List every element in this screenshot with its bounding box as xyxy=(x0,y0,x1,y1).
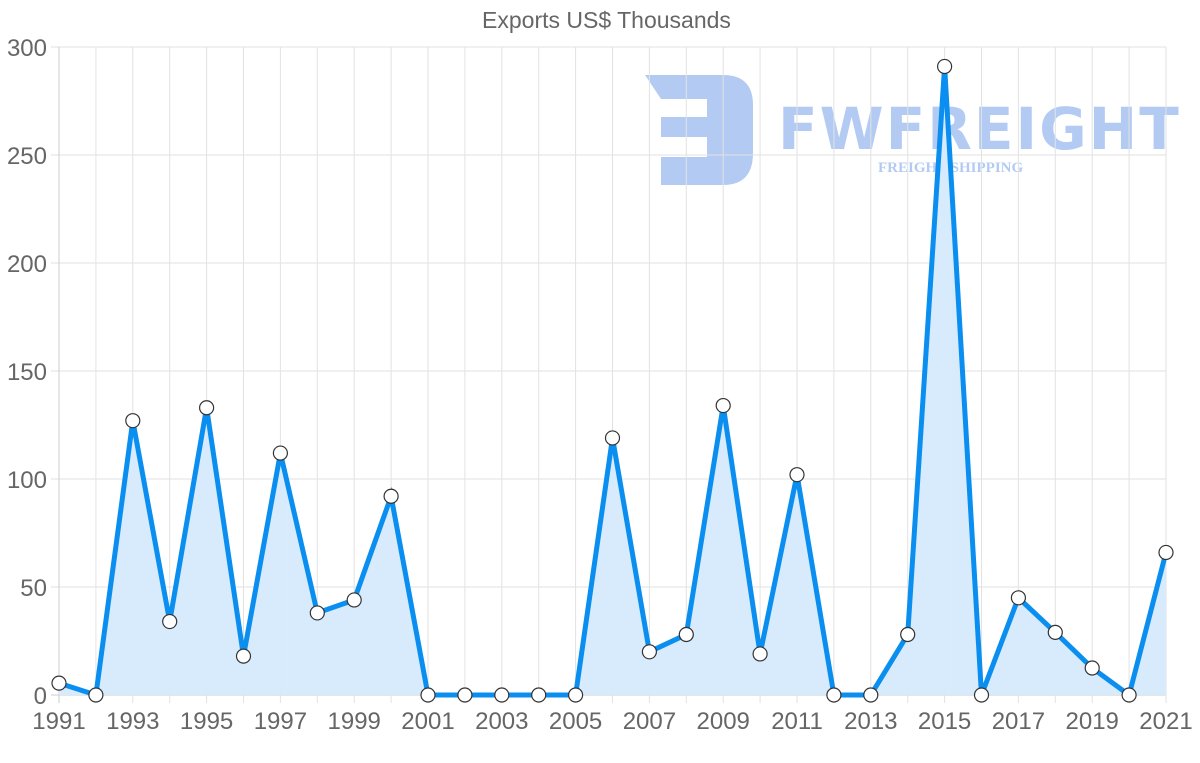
x-tick-label: 2013 xyxy=(844,708,897,735)
x-tick-label: 2001 xyxy=(401,708,454,735)
x-tick-label: 1993 xyxy=(106,708,159,735)
y-tick-label: 250 xyxy=(7,143,47,170)
data-point[interactable] xyxy=(494,687,510,703)
area-fill xyxy=(59,66,1166,695)
data-point[interactable] xyxy=(936,58,953,75)
data-point[interactable] xyxy=(604,430,621,446)
data-point[interactable] xyxy=(346,592,362,608)
data-point[interactable] xyxy=(383,488,399,504)
data-point[interactable] xyxy=(973,687,990,703)
data-point[interactable] xyxy=(1047,624,1063,640)
x-tick-label: 2019 xyxy=(1066,708,1119,735)
data-point[interactable] xyxy=(162,613,178,630)
x-tick-label: 1995 xyxy=(180,708,233,735)
data-point[interactable] xyxy=(51,675,67,691)
data-point[interactable] xyxy=(863,687,879,703)
y-tick-label: 0 xyxy=(34,683,47,710)
x-tick-label: 2007 xyxy=(623,708,676,735)
y-tick-label: 200 xyxy=(7,251,47,278)
y-axis: 0 50 100 150 200 250 300 xyxy=(7,35,47,710)
x-tick-label: 2017 xyxy=(992,708,1045,735)
x-tick-label: 2021 xyxy=(1139,708,1192,735)
data-point[interactable] xyxy=(235,648,252,664)
data-point[interactable] xyxy=(457,687,473,703)
data-point[interactable] xyxy=(715,397,731,414)
data-point[interactable] xyxy=(125,413,141,429)
y-tick-label: 150 xyxy=(7,359,47,386)
x-tick-label: 2005 xyxy=(549,708,602,735)
x-axis: 1991 1993 1995 1997 1999 2001 2003 2005 2007 2009… xyxy=(32,708,1192,735)
data-points xyxy=(51,58,1174,703)
data-point[interactable] xyxy=(531,687,547,703)
chart-title: Exports US$ Thousands xyxy=(482,7,731,33)
data-point[interactable] xyxy=(88,687,104,703)
data-point[interactable] xyxy=(272,445,288,461)
data-point[interactable] xyxy=(1084,660,1100,676)
data-point[interactable] xyxy=(567,687,584,703)
x-tick-label: 1999 xyxy=(328,708,381,735)
data-point[interactable] xyxy=(309,605,325,621)
data-point[interactable] xyxy=(678,626,694,643)
data-point[interactable] xyxy=(641,644,658,660)
x-tick-label: 1997 xyxy=(254,708,307,735)
data-point[interactable] xyxy=(1121,687,1137,703)
data-point[interactable] xyxy=(1010,590,1027,606)
x-tick-label: 2011 xyxy=(771,708,823,735)
x-tick-label: 2015 xyxy=(918,708,971,735)
x-tick-label: 1991 xyxy=(32,708,85,735)
y-tick-label: 50 xyxy=(20,575,47,602)
data-point[interactable] xyxy=(826,687,842,703)
y-tick-label: 100 xyxy=(7,467,47,494)
data-point[interactable] xyxy=(199,400,215,416)
y-tick-label: 300 xyxy=(7,35,47,62)
data-point[interactable] xyxy=(789,467,805,483)
data-point[interactable] xyxy=(1158,544,1174,561)
x-tick-label: 2009 xyxy=(697,708,750,735)
data-point[interactable] xyxy=(900,626,916,643)
x-tick-label: 2003 xyxy=(475,708,528,735)
data-point[interactable] xyxy=(752,646,768,662)
data-point[interactable] xyxy=(420,687,436,703)
